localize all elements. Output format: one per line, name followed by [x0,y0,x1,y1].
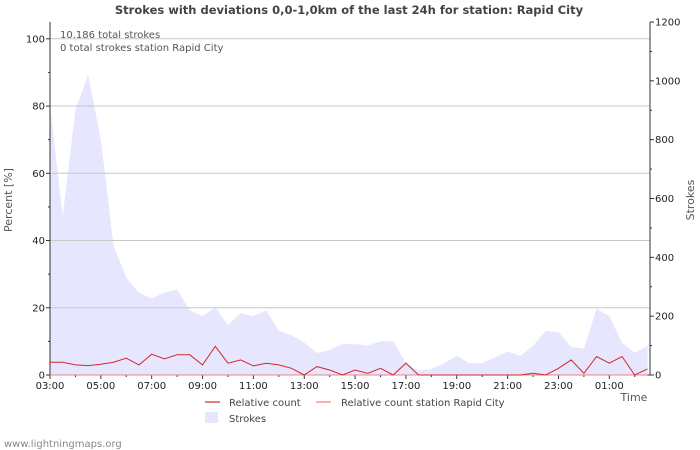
legend-label-strokes: Strokes [229,414,266,425]
chart-title: Strokes with deviations 0,0-1,0km of the… [115,3,584,17]
legend-swatch-strokes [205,412,218,423]
x-tick-label-15:00: 15:00 [341,381,370,392]
y-right-tick-label-400: 400 [655,253,674,264]
legend-label-relative-count: Relative count [229,398,301,409]
y-right-tick-label-200: 200 [655,312,674,323]
y-left-tick-label-40: 40 [32,236,45,247]
x-tick-label-17:00: 17:00 [392,381,421,392]
y-left-tick-label-20: 20 [32,303,45,314]
x-tick-label-19:00: 19:00 [442,381,471,392]
x-tick-label-09:00: 09:00 [188,381,217,392]
x-tick-label-21:00: 21:00 [493,381,522,392]
x-tick-label-11:00: 11:00 [239,381,268,392]
y-right-tick-label-1200: 1200 [655,18,680,29]
annotation-station-strokes: 0 total strokes station Rapid City [60,43,223,54]
y-left-tick-label-100: 100 [26,34,45,45]
x-tick-label-03:00: 03:00 [36,381,65,392]
y-left-tick-label-80: 80 [32,102,45,113]
annotation-total-strokes: 10.186 total strokes [60,30,160,41]
y-left-tick-label-0: 0 [39,371,45,382]
x-tick-label-05:00: 05:00 [86,381,115,392]
y-axis-right-label: Strokes [684,179,697,220]
x-tick-label-07:00: 07:00 [137,381,166,392]
series-relative-count-line [50,345,648,376]
y-right-tick-label-800: 800 [655,135,674,146]
y-right-tick-label-1000: 1000 [655,76,680,87]
legend: Relative count Relative count station Ra… [205,398,505,425]
footer-site: www.lightningmaps.org [4,439,122,450]
y-right-tick-label-0: 0 [655,371,661,382]
x-tick-label-01:00: 01:00 [595,381,624,392]
x-axis-label: Time [620,391,648,404]
y-axis-left-label: Percent [%] [2,168,15,232]
strokes-area [50,74,648,376]
legend-label-relative-count-station: Relative count station Rapid City [341,398,505,409]
x-tick-label-13:00: 13:00 [290,381,319,392]
x-tick-label-23:00: 23:00 [544,381,573,392]
y-right-tick-label-600: 600 [655,194,674,205]
y-left-tick-label-60: 60 [32,169,45,180]
